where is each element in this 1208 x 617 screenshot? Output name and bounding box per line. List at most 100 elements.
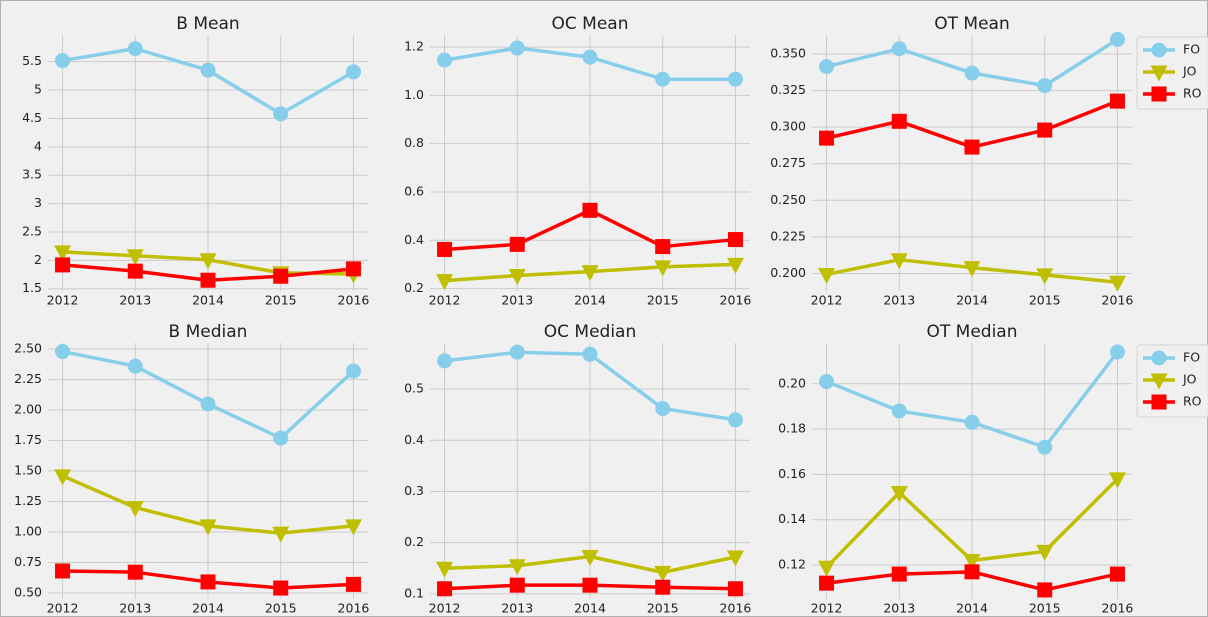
x-tick-label: 2012 bbox=[811, 293, 843, 308]
x-tick-label: 2014 bbox=[956, 601, 988, 616]
y-tick-label: 0.18 bbox=[778, 421, 806, 436]
data-point bbox=[200, 574, 216, 590]
x-tick-label: 2013 bbox=[883, 601, 915, 616]
y-tick-label: 1.50 bbox=[14, 463, 42, 478]
data-point bbox=[1109, 93, 1125, 109]
legend: FO JO RO bbox=[1136, 344, 1208, 418]
data-point bbox=[345, 576, 361, 592]
y-tick-label: 0.12 bbox=[778, 557, 806, 572]
data-point bbox=[655, 239, 671, 255]
x-tick-label: 2013 bbox=[119, 293, 151, 308]
data-point bbox=[1036, 268, 1054, 285]
y-tick-label: 0.75 bbox=[14, 554, 42, 569]
data-point bbox=[1037, 582, 1053, 598]
subplot: OC Mean 0.2 0.4 0.6 0.8 1.0 1.2 2012 2013 2014 201… bbox=[404, 14, 751, 308]
data-point bbox=[55, 257, 71, 273]
y-tick-label: 0.3 bbox=[404, 483, 424, 498]
x-tick-label: 2016 bbox=[720, 601, 752, 616]
x-tick-label: 2014 bbox=[192, 293, 224, 308]
data-point bbox=[726, 257, 744, 274]
x-tick-label: 2012 bbox=[429, 293, 461, 308]
subplot-title: B Mean bbox=[176, 14, 239, 34]
data-point bbox=[1037, 78, 1053, 94]
data-point bbox=[727, 581, 743, 597]
data-point bbox=[1036, 544, 1054, 561]
data-point bbox=[891, 566, 907, 582]
data-point bbox=[127, 41, 143, 57]
y-tick-label: 5.5 bbox=[22, 53, 42, 68]
data-point bbox=[54, 245, 72, 262]
y-tick-label: 0.4 bbox=[404, 232, 424, 247]
data-point bbox=[55, 563, 71, 579]
data-point bbox=[819, 59, 835, 75]
data-point bbox=[819, 374, 835, 390]
data-point bbox=[55, 344, 71, 360]
data-point bbox=[345, 261, 361, 277]
data-point bbox=[436, 561, 454, 578]
x-tick-label: 2014 bbox=[574, 293, 606, 308]
x-tick-label: 2016 bbox=[1102, 601, 1134, 616]
y-tick-label: 2.25 bbox=[14, 371, 42, 386]
data-point bbox=[508, 559, 526, 576]
data-point bbox=[964, 139, 980, 155]
y-tick-label: 1.0 bbox=[404, 87, 424, 102]
data-point bbox=[273, 106, 289, 122]
data-point bbox=[818, 560, 836, 577]
subplot: OT Mean 0.200 0.225 0.250 0.275 0.300 0.325 0.3… bbox=[770, 14, 1208, 308]
data-point bbox=[126, 501, 144, 518]
y-tick-label: 4.5 bbox=[22, 110, 42, 125]
data-point bbox=[655, 71, 671, 87]
subplot: B Median 0.50 0.75 1.00 1.25 1.50 1.75 2.00 2.25… bbox=[14, 322, 369, 616]
legend-label: RO bbox=[1183, 394, 1202, 409]
x-tick-label: 2014 bbox=[574, 601, 606, 616]
data-point bbox=[127, 263, 143, 279]
data-point bbox=[1108, 472, 1126, 489]
x-tick-label: 2015 bbox=[265, 293, 297, 308]
data-point bbox=[582, 577, 598, 593]
x-tick-label: 2012 bbox=[47, 293, 79, 308]
legend: FO JO RO bbox=[1136, 36, 1208, 110]
data-point bbox=[727, 412, 743, 428]
legend-label: FO bbox=[1183, 350, 1200, 365]
legend-marker bbox=[1151, 86, 1167, 102]
subplot-title: OT Mean bbox=[934, 14, 1010, 34]
data-point bbox=[436, 274, 454, 291]
x-tick-label: 2012 bbox=[47, 601, 79, 616]
y-tick-label: 2.00 bbox=[14, 402, 42, 417]
y-tick-label: 5 bbox=[34, 82, 42, 97]
legend-label: RO bbox=[1183, 86, 1202, 101]
y-tick-label: 0.350 bbox=[770, 46, 806, 61]
y-tick-label: 3.5 bbox=[22, 167, 42, 182]
data-point bbox=[437, 581, 453, 597]
data-point bbox=[126, 249, 144, 266]
y-tick-label: 0.2 bbox=[404, 534, 424, 549]
data-point bbox=[509, 40, 525, 56]
data-point bbox=[437, 353, 453, 369]
data-point bbox=[437, 52, 453, 68]
data-point bbox=[509, 344, 525, 360]
data-point bbox=[963, 261, 981, 278]
data-point bbox=[1037, 122, 1053, 138]
x-tick-label: 2015 bbox=[647, 601, 679, 616]
data-point bbox=[581, 550, 599, 567]
data-point bbox=[1109, 31, 1125, 47]
data-point bbox=[964, 65, 980, 81]
y-tick-label: 1.25 bbox=[14, 493, 42, 508]
subplot-title: B Median bbox=[169, 322, 248, 342]
data-point bbox=[654, 565, 672, 582]
y-tick-label: 0.300 bbox=[770, 119, 806, 134]
data-point bbox=[55, 53, 71, 69]
y-tick-label: 2.5 bbox=[22, 223, 42, 238]
y-tick-label: 1.75 bbox=[14, 432, 42, 447]
data-point bbox=[582, 346, 598, 362]
data-point bbox=[890, 253, 908, 270]
subplot-title: OT Median bbox=[926, 322, 1017, 342]
data-point bbox=[819, 575, 835, 591]
x-tick-label: 2016 bbox=[1102, 293, 1134, 308]
data-point bbox=[1109, 344, 1125, 360]
y-tick-label: 0.2 bbox=[404, 280, 424, 295]
data-point bbox=[509, 577, 525, 593]
data-point bbox=[200, 396, 216, 412]
subplot: B Mean 1.5 2 2.5 3 3.5 4 4.5 5 5.5 2012 2013 2014 201… bbox=[22, 14, 369, 308]
